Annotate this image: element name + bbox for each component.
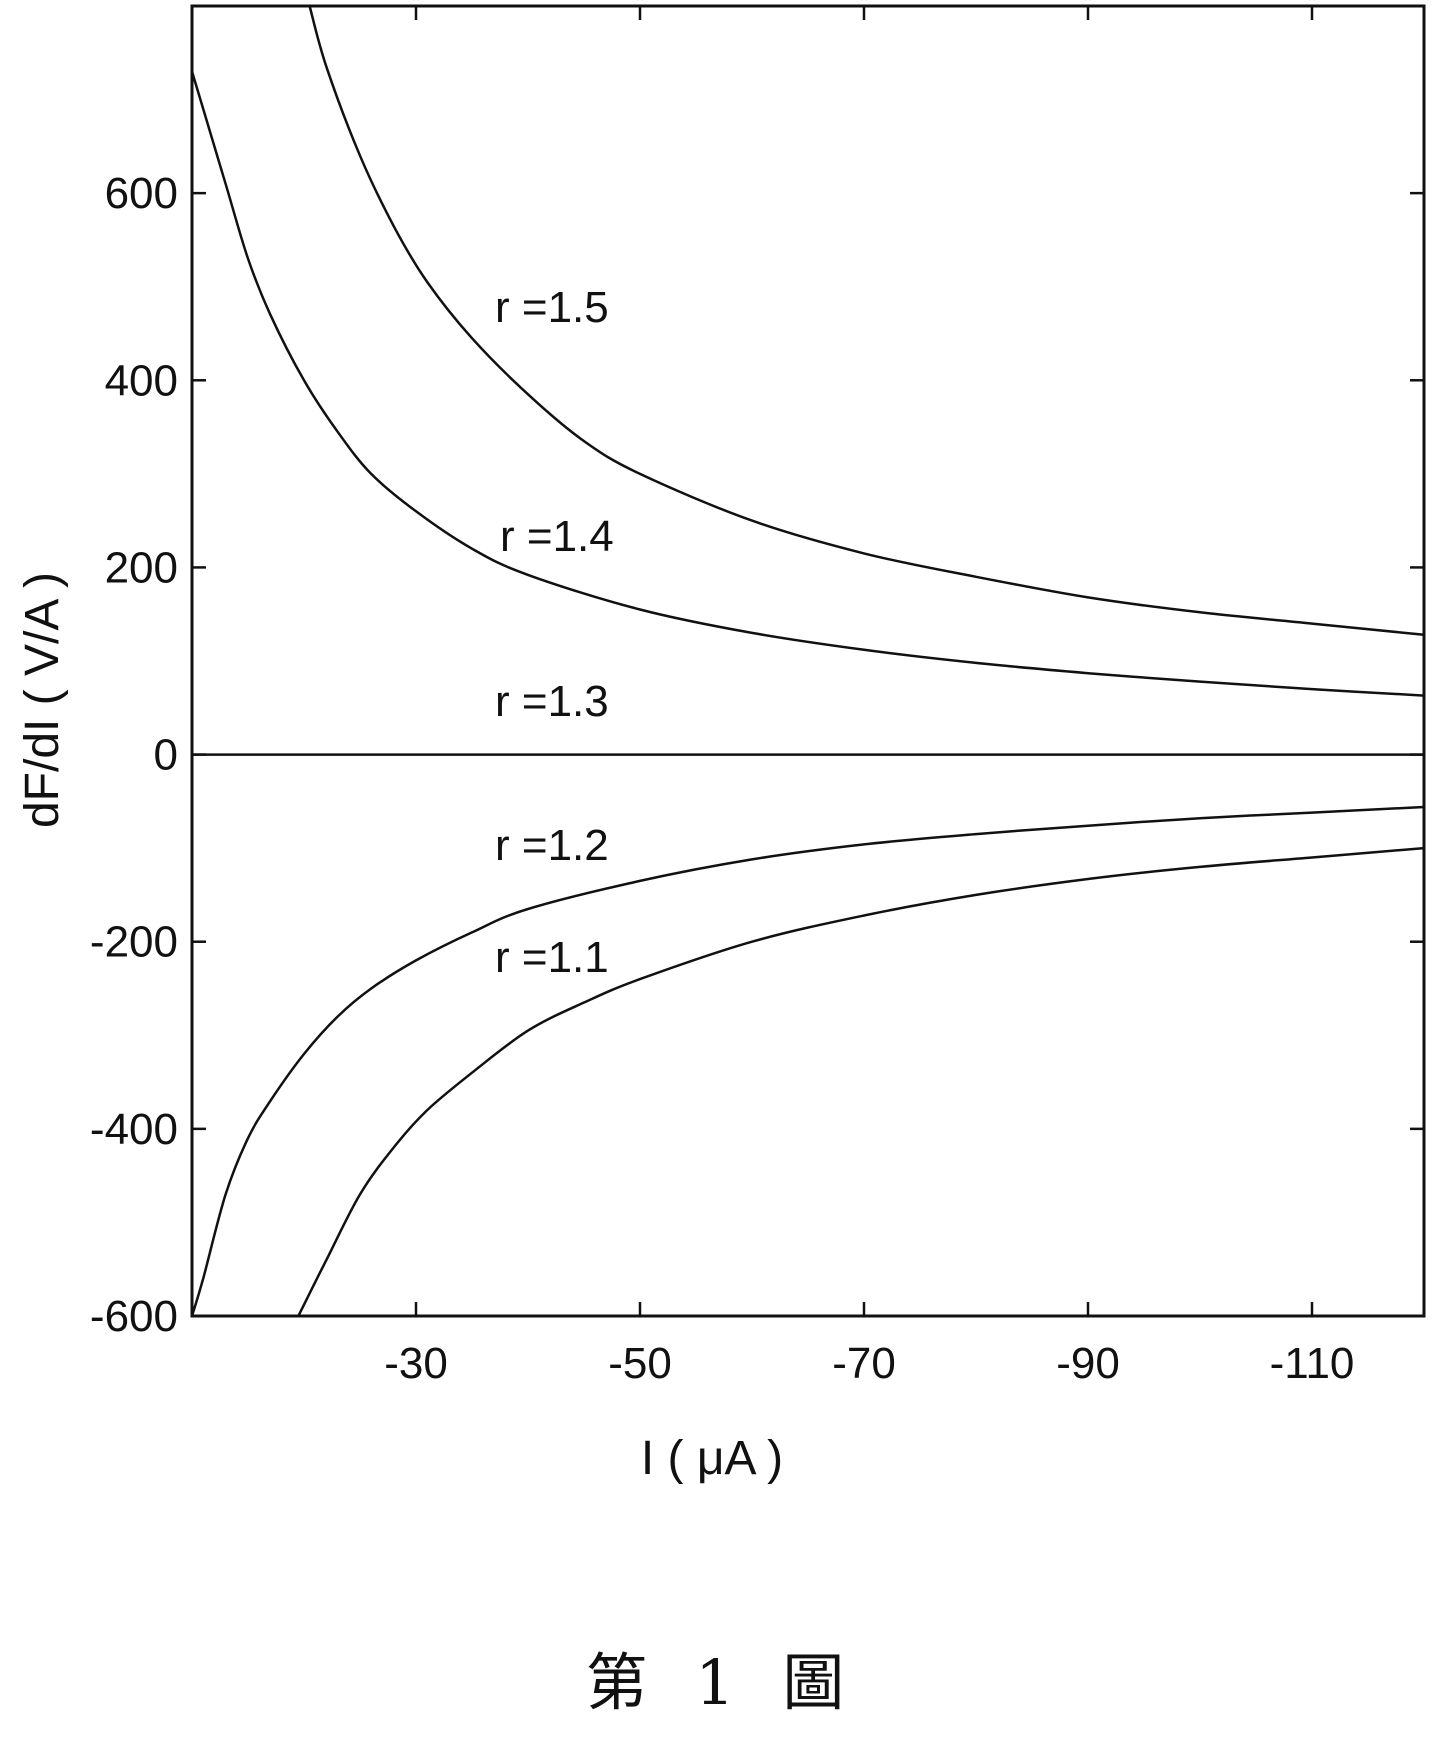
series-layer: [190, 5, 1425, 1317]
x-tick-label: -70: [832, 1339, 896, 1388]
y-tick-label: 200: [105, 543, 178, 592]
y-tick-label: 0: [154, 731, 178, 780]
series-line-r-1-4: [190, 71, 1425, 697]
y-tick-label: 600: [105, 169, 178, 218]
curve-label-r-1-3: r =1.3: [495, 677, 609, 726]
curve-label-r-1-4: r =1.4: [500, 512, 614, 561]
series-line-r-1-5: [308, 5, 1425, 637]
x-axis-title: I ( μA ): [641, 1432, 783, 1485]
curve-label-r-1-5: r =1.5: [495, 283, 609, 332]
y-tick-label: 400: [105, 356, 178, 405]
figure-caption: 第 1 圖: [585, 1646, 859, 1719]
curve-label-r-1-2: r =1.2: [495, 821, 609, 870]
y-tick-label: -400: [90, 1105, 178, 1154]
x-axis-ticks: -30 -50 -70 -90 -110: [384, 6, 1354, 1388]
series-line-r-1-1: [297, 846, 1425, 1317]
plot-frame: [190, 4, 1426, 1318]
series-line-r-1-2: [190, 805, 1425, 1317]
x-tick-label: -50: [608, 1339, 672, 1388]
curve-label-r-1-1: r =1.1: [495, 933, 609, 982]
x-tick-label: -110: [1270, 1339, 1355, 1388]
x-tick-label: -30: [384, 1339, 448, 1388]
y-axis-title: dF/dI ( V/A ): [16, 572, 69, 828]
y-axis-ticks: -600 -400 -200 0 200 400 600: [90, 169, 1424, 1341]
y-tick-label: -600: [90, 1292, 178, 1341]
x-tick-label: -90: [1056, 1339, 1120, 1388]
y-tick-label: -200: [90, 918, 178, 967]
